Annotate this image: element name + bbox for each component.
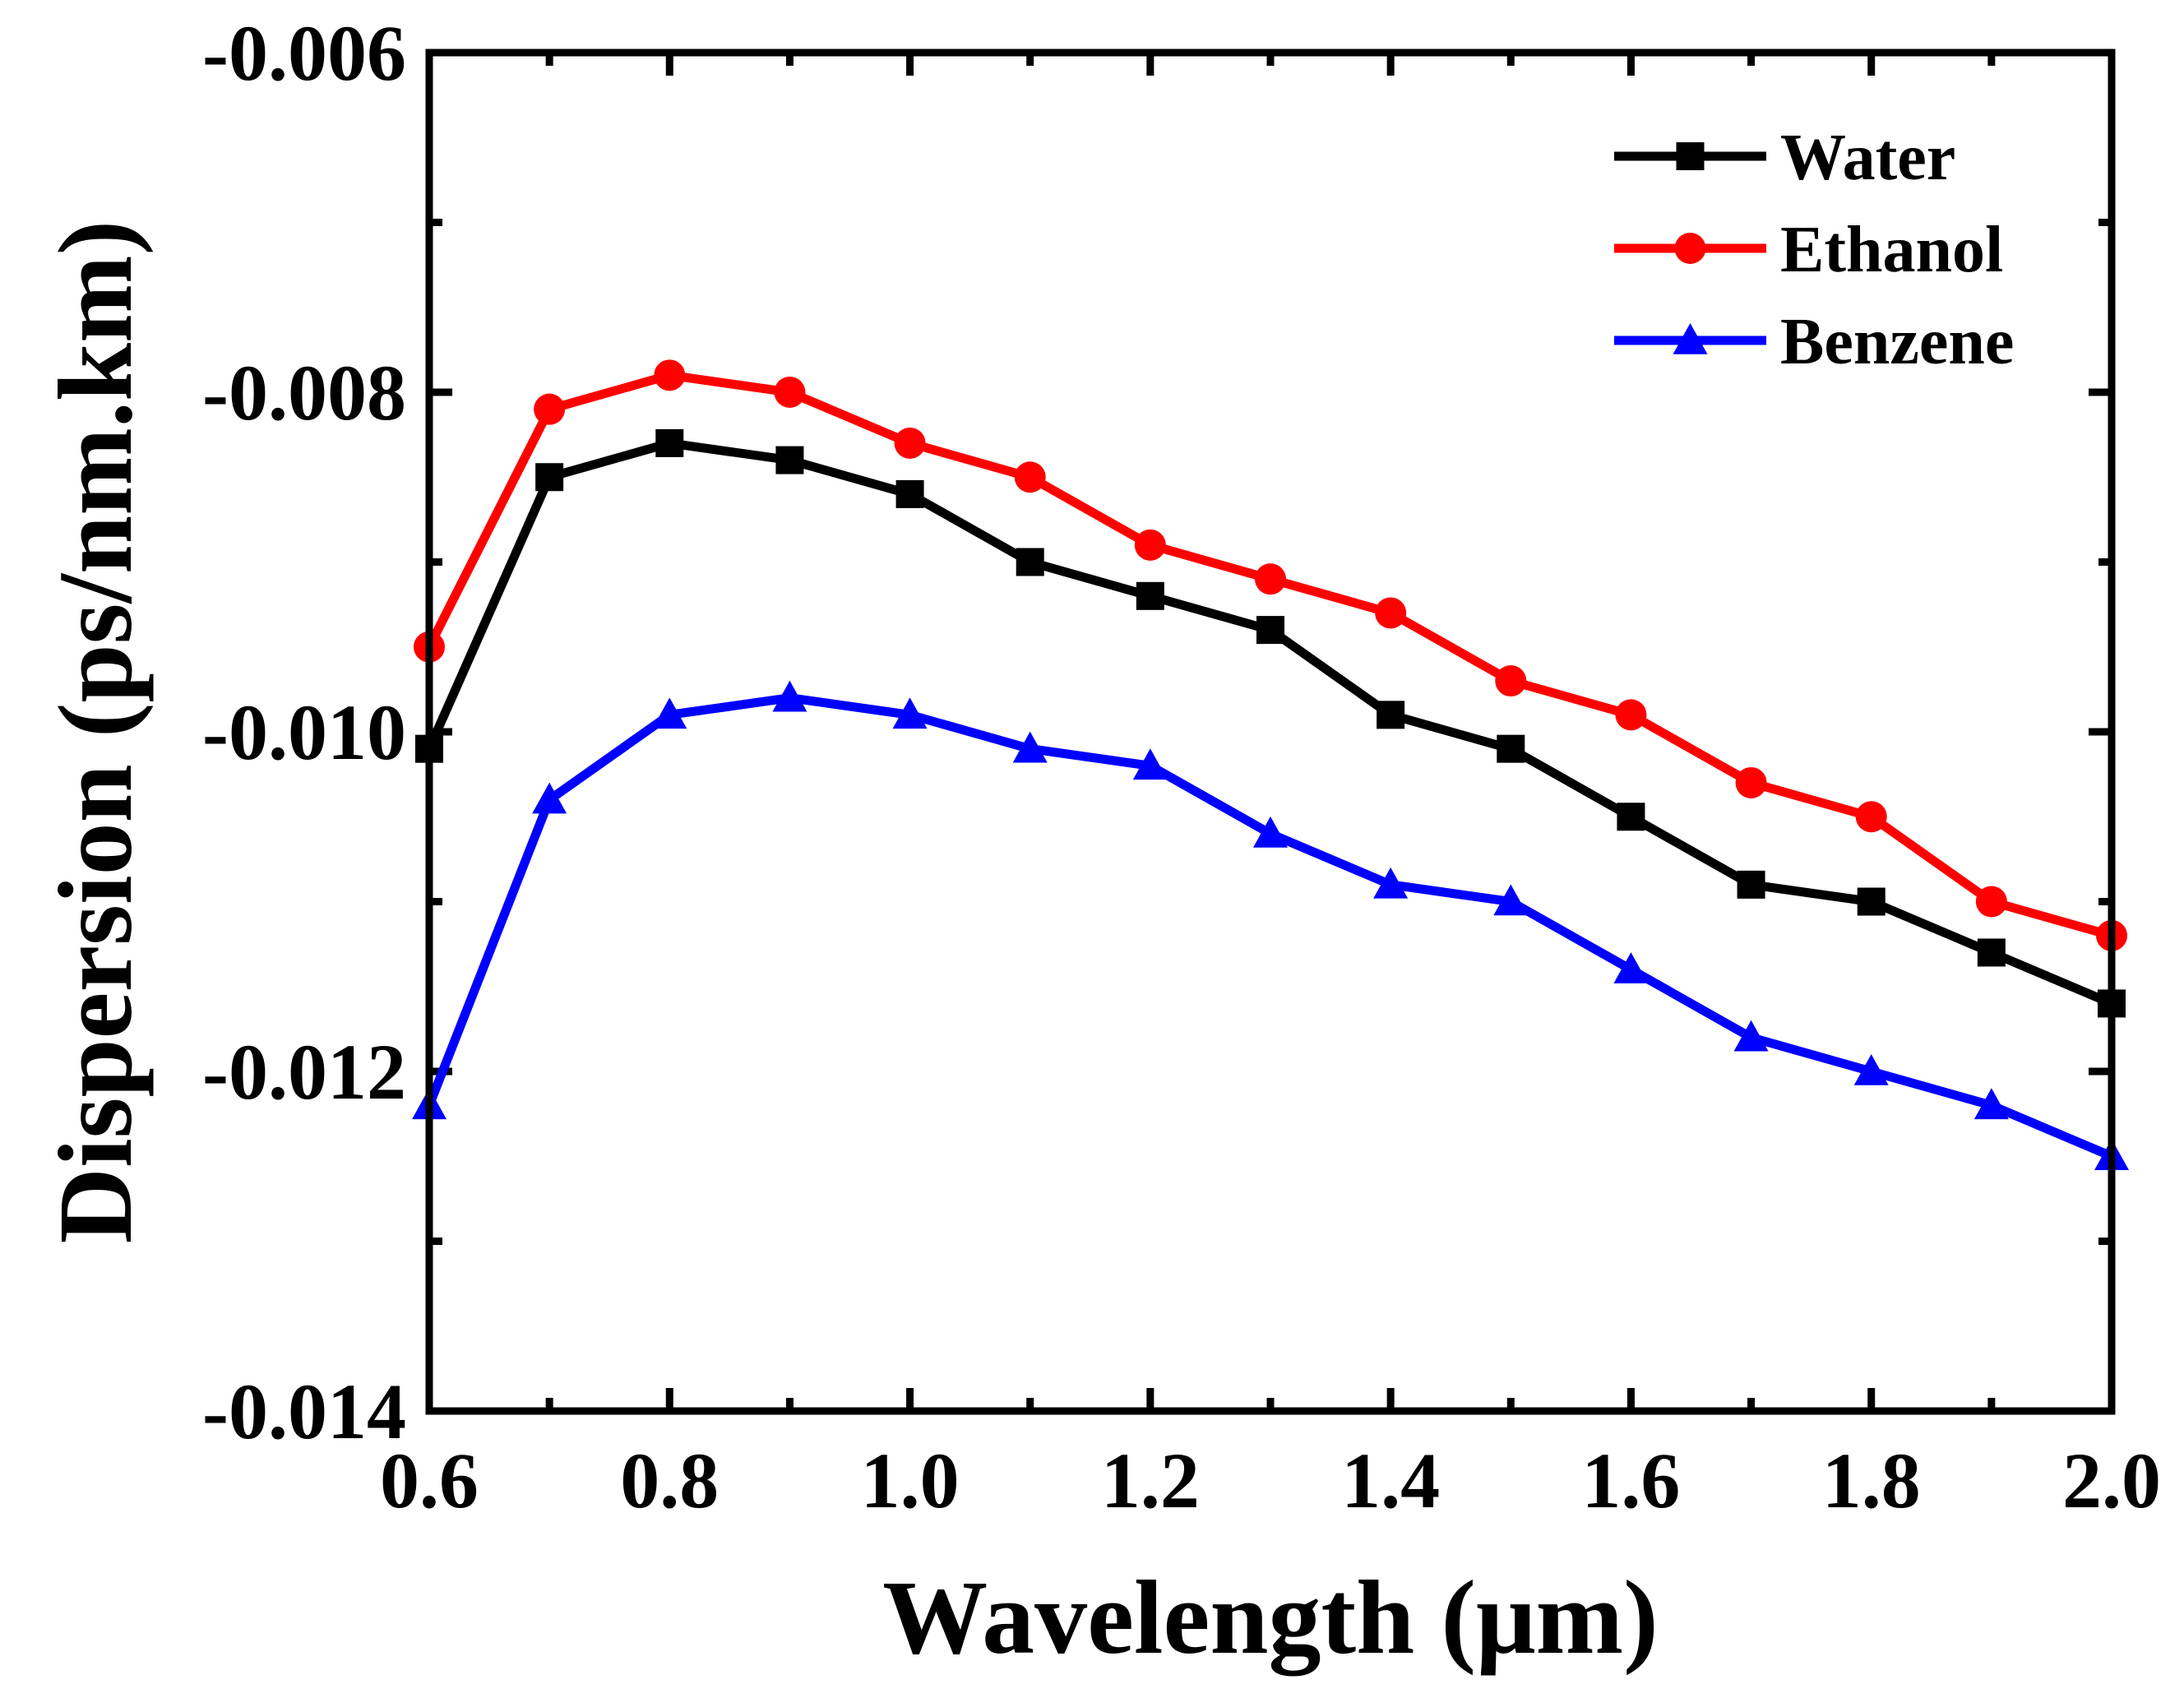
ethanol-point [534,393,566,425]
tick-labels: 0.6 0.8 1.0 1.2 1.4 1.6 1.8 2.0 -0.014 -0.012 -0.0… [202,9,2161,1524]
y-tick-label: -0.010 [202,688,406,776]
ethanol-point [1975,886,2007,918]
plot-frame [425,49,2116,1415]
water-point [1617,803,1645,831]
ethanol-point [1855,801,1887,833]
x-axis-title: Wavelength (μm) [882,1559,1659,1676]
water-point [1737,870,1765,899]
water-point [1377,701,1405,729]
legend-item-benzene: Benzene [1614,306,2014,378]
series-ethanol [414,359,2127,951]
legend-swatch-marker [1673,323,1708,354]
benzene-point [1132,748,1168,780]
benzene-point [1853,1054,1889,1085]
water-point [1256,616,1284,645]
ethanol-point [1014,461,1046,493]
benzene-point [1373,867,1409,899]
ethanol-point [1375,597,1407,629]
ethanol-line [425,370,2113,941]
x-tick-label: 2.0 [2062,1437,2161,1524]
x-tick-label: 0.6 [380,1437,479,1524]
benzene-point [1733,1020,1769,1052]
x-tick-label: 1.0 [861,1437,960,1524]
ethanol-point [1495,665,1527,697]
benzene-point [1973,1088,2009,1120]
y-axis-title: Dispersion (ps/nm.km) [37,220,154,1244]
water-point [895,479,924,508]
ethanol-point [894,427,926,459]
y-tick-label: -0.012 [202,1028,406,1116]
water-point [1497,734,1525,763]
legend-swatch-marker [1676,142,1705,170]
legend-swatch-marker [1674,233,1706,264]
benzene-point [532,782,567,814]
water-point [1857,887,1886,916]
series-layer [412,359,2129,1171]
x-tick-label: 1.4 [1341,1437,1440,1524]
ethanol-point [774,377,806,408]
benzene-point [652,697,687,729]
y-tick-label: -0.008 [202,349,406,437]
benzene-point [1493,884,1529,916]
water-point [775,446,804,474]
water-point [655,428,684,457]
benzene-point [1613,952,1649,983]
ethanol-point [654,359,686,391]
y-tick-label: -0.006 [202,9,406,97]
legend-item-ethanol: Ethanol [1614,214,2003,286]
series-benzene [412,680,2129,1171]
benzene-line [424,693,2114,1161]
x-tick-label: 1.2 [1101,1437,1200,1524]
water-point [535,463,564,492]
benzene-point [1253,816,1288,848]
legend-item-water: Water [1614,122,1955,194]
y-tick-label: -0.014 [202,1367,406,1455]
ethanol-point [1134,529,1166,561]
ethanol-point [1735,766,1767,798]
water-point [1977,938,2006,967]
benzene-point [772,680,807,712]
legend-label: Benzene [1780,306,2014,378]
legend-label: Water [1780,122,1955,194]
series-water [415,428,2126,1018]
legend: Water Ethanol Benzene [1614,122,2014,378]
water-point [1016,548,1044,576]
x-tick-label: 1.8 [1822,1437,1921,1524]
benzene-point [1012,731,1048,763]
ethanol-point [1615,699,1647,731]
x-tick-label: 0.8 [620,1437,719,1524]
ethanol-point [1255,563,1286,595]
water-point [1136,581,1164,610]
benzene-point [892,697,928,729]
x-tick-label: 1.6 [1581,1437,1680,1524]
legend-label: Ethanol [1780,214,2003,286]
